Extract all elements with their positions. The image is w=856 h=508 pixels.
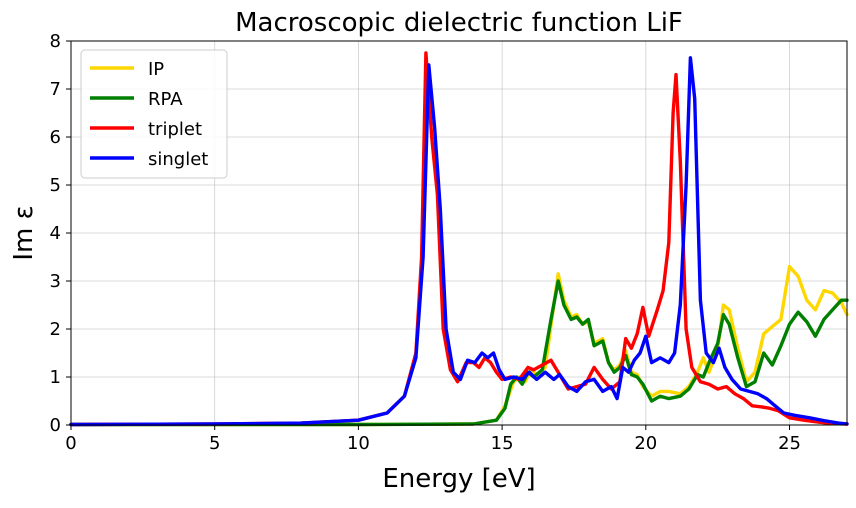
y-tick-label: 1 [50,367,61,388]
y-tick-label: 2 [50,319,61,340]
x-tick-label: 5 [209,433,220,454]
y-tick-label: 6 [50,127,61,148]
x-tick-label: 0 [65,433,76,454]
y-tick-label: 7 [50,79,61,100]
y-axis-title: Im ε [9,205,39,260]
series-line-triplet [69,51,849,427]
legend-label-singlet: singlet [148,149,208,170]
legend-label-RPA: RPA [148,89,183,110]
axis-ticks: 0 5 10 15 20 25 0 1 2 3 4 5 6 7 8 [50,31,801,454]
legend: IP RPA triplet singlet [80,49,228,179]
x-tick-label: 25 [778,433,801,454]
y-tick-label: 5 [50,175,61,196]
y-tick-label: 4 [50,223,61,244]
x-tick-label: 20 [634,433,657,454]
x-axis-title: Energy [eV] [382,464,535,494]
series-line-IP [69,264,849,427]
x-tick-label: 15 [491,433,514,454]
series-lines [69,51,849,427]
series-line-RPA [69,279,849,427]
legend-box [80,49,228,179]
y-tick-label: 8 [50,31,61,52]
y-tick-label: 0 [50,415,61,436]
legend-label-IP: IP [148,59,164,80]
grid [70,40,847,426]
y-tick-label: 3 [50,271,61,292]
x-tick-label: 10 [347,433,370,454]
series-line-singlet [69,56,849,427]
chart-title: Macroscopic dielectric function LiF [235,8,683,38]
legend-label-triplet: triplet [148,119,202,140]
